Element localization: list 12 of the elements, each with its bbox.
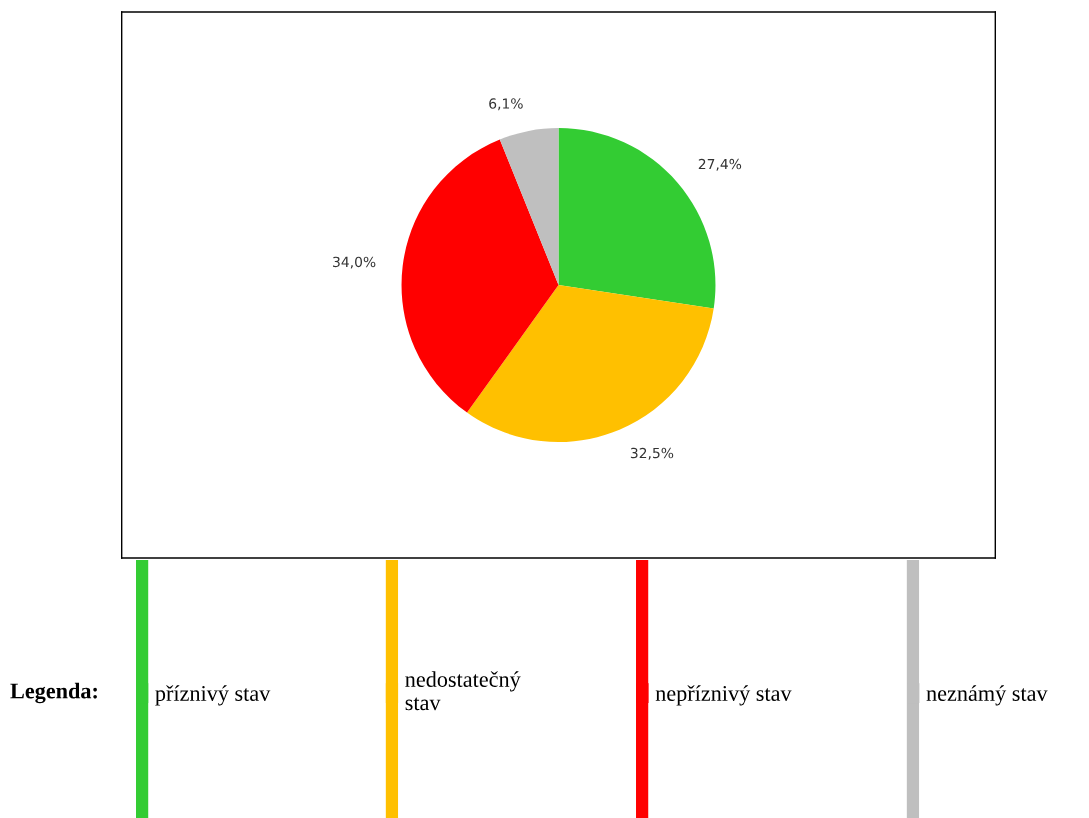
data-label: 27,4% [698,158,742,171]
legend-label: nedostatečný stav [405,671,521,711]
pie-slice [401,139,559,413]
pie-slice [467,285,714,442]
legend-label: nepříznivý stav [655,685,792,706]
legend-label: příznivý stav [155,685,271,706]
pie-slice [499,128,559,285]
legend-label: neznámý stav [926,685,1048,706]
data-label: 32,5% [630,447,674,460]
data-label: 6,1% [489,98,523,111]
legend-title: Legenda: [10,682,97,704]
data-label: 34,0% [333,256,376,269]
